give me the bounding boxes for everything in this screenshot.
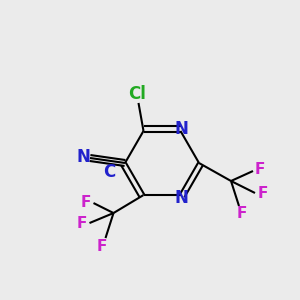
Text: C: C — [103, 163, 115, 181]
Text: F: F — [76, 215, 87, 230]
Text: F: F — [255, 163, 265, 178]
Text: Cl: Cl — [129, 85, 146, 103]
Text: F: F — [237, 206, 247, 221]
Text: F: F — [258, 185, 268, 200]
Text: F: F — [80, 194, 91, 209]
Text: N: N — [175, 189, 188, 207]
Text: F: F — [96, 238, 107, 253]
Text: N: N — [76, 148, 90, 166]
Text: N: N — [175, 120, 188, 138]
